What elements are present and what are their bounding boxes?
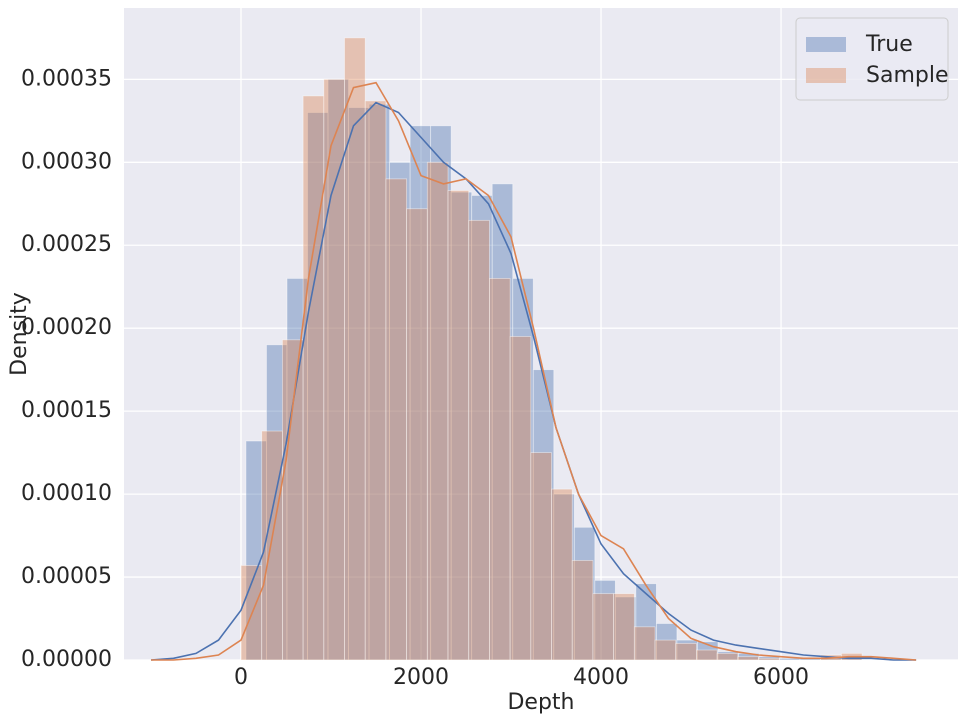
histogram-bar xyxy=(696,649,718,661)
histogram-bar xyxy=(633,626,656,661)
y-axis-label: Density xyxy=(7,292,32,376)
histogram-bar xyxy=(592,593,615,661)
histogram-bar xyxy=(675,643,697,661)
histogram-bar xyxy=(302,95,325,661)
x-tick-label: 4000 xyxy=(573,665,629,690)
legend-swatch xyxy=(806,68,846,83)
histogram-bar xyxy=(551,488,573,661)
y-tick-label: 0.00035 xyxy=(21,66,112,91)
histogram-bar xyxy=(447,190,470,661)
y-tick-label: 0.00025 xyxy=(21,232,112,257)
legend-swatch xyxy=(806,37,846,52)
kde-line xyxy=(151,81,917,661)
x-axis-label: Depth xyxy=(507,690,574,715)
y-tick-label: 0.00020 xyxy=(21,315,112,340)
x-tick-label: 0 xyxy=(234,665,248,690)
x-tick-label: 2000 xyxy=(393,665,449,690)
histogram-bar xyxy=(406,208,428,661)
histogram-bar xyxy=(530,452,552,661)
y-tick-label: 0.00030 xyxy=(21,149,112,174)
histogram-bar xyxy=(344,37,366,661)
histogram-bar xyxy=(716,652,739,661)
y-tick-label: 0.00015 xyxy=(21,398,112,423)
histogram-bar xyxy=(426,161,449,661)
histogram-bar xyxy=(758,657,780,661)
legend-label: Sample xyxy=(866,63,949,88)
y-tick-label: 0.00010 xyxy=(21,481,112,506)
y-tick-label: 0.00000 xyxy=(21,647,112,672)
histogram-bar xyxy=(468,219,490,661)
histogram-bar xyxy=(509,336,532,661)
histogram-bar xyxy=(240,565,263,661)
legend-box xyxy=(795,17,949,101)
legend-label: True xyxy=(865,32,913,57)
histogram-bar xyxy=(489,278,511,661)
histogram-bar xyxy=(737,656,759,661)
histogram-bar xyxy=(364,100,387,661)
histogram-bar xyxy=(385,178,408,661)
histogram-bar xyxy=(613,593,635,661)
histogram-bar xyxy=(654,639,677,661)
x-tick-label: 6000 xyxy=(753,665,809,690)
y-tick-label: 0.00005 xyxy=(21,564,112,589)
histogram-bar xyxy=(282,339,304,661)
histogram-bar xyxy=(571,560,594,661)
kde-line xyxy=(150,101,917,661)
